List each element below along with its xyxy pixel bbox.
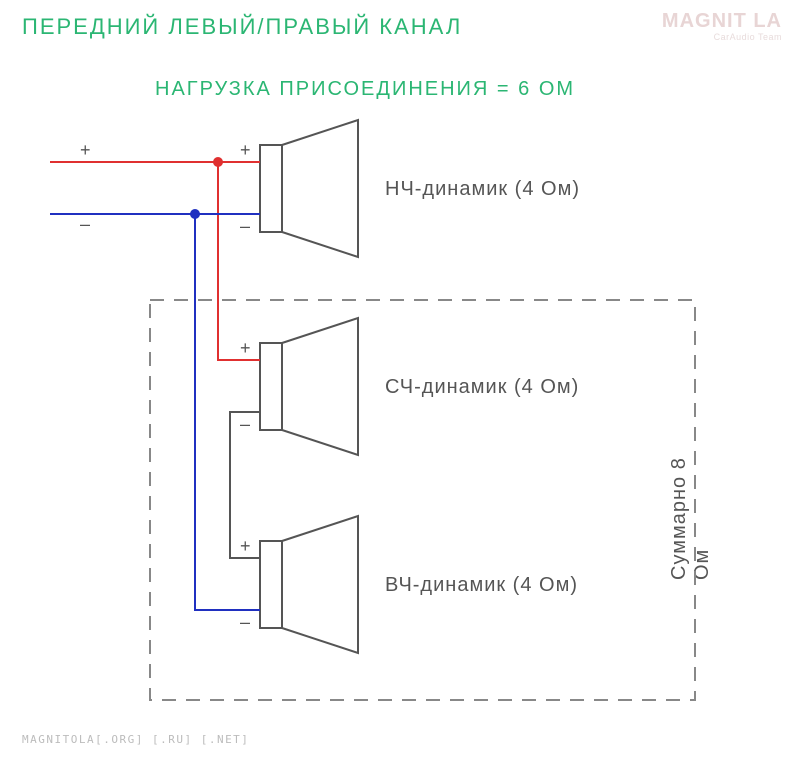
pos-wires [50, 162, 260, 360]
neg-wires [50, 214, 260, 610]
pos-junction [213, 157, 223, 167]
series-link [230, 412, 260, 558]
neg-junction [190, 209, 200, 219]
wiring-diagram [0, 0, 800, 758]
mid-icon [260, 318, 358, 455]
tweeter-icon [260, 516, 358, 653]
woofer-icon [260, 120, 358, 257]
